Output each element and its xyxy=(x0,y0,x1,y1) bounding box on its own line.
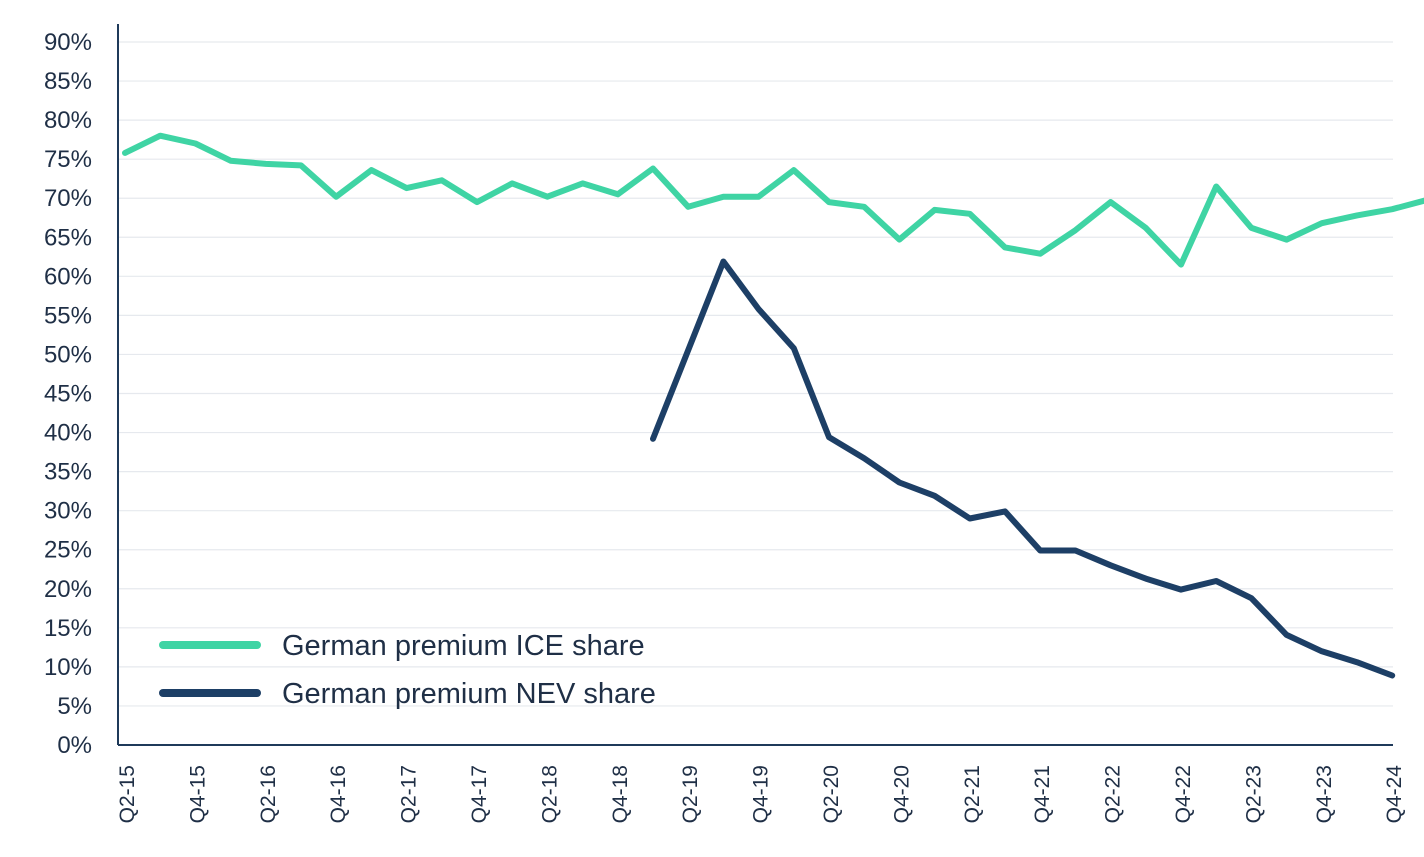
x-tick-label: Q4-17 xyxy=(468,765,491,823)
x-tick-label: Q4-21 xyxy=(1031,765,1054,823)
x-tick-label: Q2-23 xyxy=(1242,765,1265,823)
y-tick-label: 70% xyxy=(44,185,92,212)
x-tick-label: Q2-16 xyxy=(257,765,280,823)
x-tick-label: Q4-16 xyxy=(327,765,350,823)
x-tick-label: Q2-18 xyxy=(538,765,561,823)
x-tick-label: Q4-15 xyxy=(186,765,209,823)
y-tick-label: 0% xyxy=(57,732,92,759)
y-tick-label: 60% xyxy=(44,263,92,290)
x-axis: Q2-15 Q4-15 Q2-16 Q4-16 Q2-17 Q4-17 Q2-18 Q4-18… xyxy=(116,744,1406,824)
x-tick-label: Q2-21 xyxy=(961,765,984,823)
y-tick-label: 10% xyxy=(44,654,92,681)
y-tick-label: 15% xyxy=(44,615,92,642)
y-tick-label: 90% xyxy=(44,29,92,56)
legend: German premium ICE share German premium … xyxy=(159,630,656,710)
x-tick-label: Q4-24 xyxy=(1383,765,1406,824)
y-axis: 0% 5% 10% 15% 20% 25% 30% 35% 40% 45% 50% 55% 60% 65%… xyxy=(44,24,119,759)
y-tick-label: 55% xyxy=(44,302,92,329)
x-tick-label: Q4-20 xyxy=(890,765,913,823)
series-line-0 xyxy=(122,132,1424,268)
x-tick-label: Q2-22 xyxy=(1102,765,1125,823)
series-line-1 xyxy=(650,258,1396,679)
legend-label-nev: German premium NEV share xyxy=(282,678,656,710)
y-tick-label: 85% xyxy=(44,68,92,95)
y-tick-label: 75% xyxy=(44,146,92,173)
x-tick-label: Q2-17 xyxy=(398,765,421,823)
y-tick-label: 45% xyxy=(44,381,92,408)
legend-label-ice: German premium ICE share xyxy=(282,630,645,662)
y-tick-label: 80% xyxy=(44,107,92,134)
x-tick-label: Q2-19 xyxy=(679,765,702,823)
y-tick-label: 25% xyxy=(44,537,92,564)
x-tick-label: Q4-18 xyxy=(609,765,632,823)
x-tick-label: Q4-23 xyxy=(1313,765,1336,823)
x-tick-label: Q2-15 xyxy=(116,765,139,823)
y-tick-label: 35% xyxy=(44,459,92,486)
series-lines xyxy=(122,132,1424,679)
x-tick-label: Q4-22 xyxy=(1172,765,1195,823)
y-tick-label: 5% xyxy=(57,693,92,720)
gridlines xyxy=(118,41,1393,707)
y-tick-label: 40% xyxy=(44,420,92,447)
y-tick-label: 50% xyxy=(44,341,92,368)
y-tick-label: 20% xyxy=(44,576,92,603)
y-tick-label: 65% xyxy=(44,224,92,251)
x-tick-label: Q2-20 xyxy=(820,765,843,823)
y-tick-label: 30% xyxy=(44,498,92,525)
x-tick-label: Q4-19 xyxy=(750,765,773,823)
